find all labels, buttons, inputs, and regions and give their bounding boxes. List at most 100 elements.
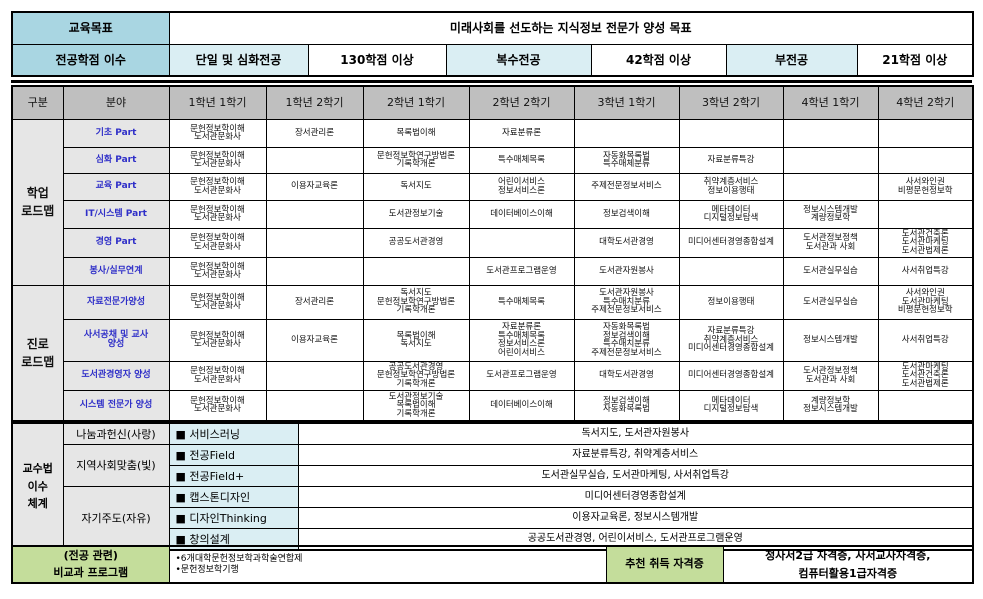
course-cell: 문헌정보학이해 도서관문화사 — [168, 284, 267, 320]
course-cell: 미디어센터경영종합설계 — [678, 360, 784, 391]
course-cell: 대학도서관경영 — [573, 360, 680, 391]
field-label: 사서공채 및 교사 양성 — [62, 318, 170, 362]
course-cell: 문헌정보학이해 도서관문화사 — [168, 118, 267, 148]
course-cell: 메타데이터 디지털정보탐색 — [678, 389, 784, 422]
teaching-method: ■ 전공Field — [168, 444, 299, 466]
course-cell: 정보검색이해 — [573, 199, 680, 229]
course-cell — [573, 118, 680, 148]
course-cell: 자료분류론 — [468, 118, 575, 148]
group-label: 진로 로드맵 — [11, 284, 64, 422]
course-cell: 도서관실무실습 — [782, 256, 879, 286]
course-cell: 미디어센터경영종합설계 — [678, 227, 784, 258]
table-row: 진로 로드맵 자료전문가양성 문헌정보학이해 도서관문화사 장서관리론 독서지도 문헌정… — [11, 284, 974, 422]
teaching-row: 교수법 이수 체계 나눔과헌신(사랑) ■ 서비스러닝 독서지도, 도서관자원봉사 — [11, 422, 974, 551]
course-cell — [782, 118, 879, 148]
course-cell — [877, 146, 974, 174]
summary-table: 교육목표 미래사회를 선도하는 지식정보 전문가 양성 목표 전공학점 이수 단… — [11, 11, 975, 77]
teaching-method-table: 교수법 이수 체계 나눔과헌신(사랑) ■ 서비스러닝 독서지도, 도서관자원봉사 지역… — [11, 422, 974, 551]
column-header: 3학년 1학기 — [573, 85, 680, 120]
extracurricular-table: (전공 관련) 비교과 프로그램 •6개대학문헌정보학과학술연합제 •문헌정보학기… — [11, 545, 974, 585]
field-label: 심화 Part — [62, 146, 170, 174]
field-label: 경영 Part — [62, 227, 170, 258]
course-cell: 도서관정보기술 — [362, 199, 470, 229]
course-cell: 특수매체목록 — [468, 146, 575, 174]
field-label: 자료전문가양성 — [62, 284, 170, 320]
course-cell: 도서관건축론 도서관마케팅 도서관법제론 — [877, 227, 974, 258]
cert-list: 정사서2급 자격증, 사서교사자격증, 컴퓨터활용1급자격증 — [722, 545, 974, 584]
course-cell — [265, 360, 364, 391]
course-cell: 취약계층서비스 정보이용행태 — [678, 172, 784, 201]
goal-text: 미래사회를 선도하는 지식정보 전문가 양성 목표 — [168, 11, 974, 45]
double-major-label: 복수전공 — [445, 43, 592, 77]
teaching-courses: 독서지도, 도서관자원봉사 — [297, 422, 974, 445]
teaching-courses: 자료분류특강, 취약계층서비스 — [297, 444, 974, 466]
course-cell: 자동화목록법 정보검색이해 특수매치분류 주제전문정보서비스 — [573, 318, 680, 362]
course-cell: 문헌정보학이해 도서관문화사 — [168, 227, 267, 258]
teaching-row: ■ 디자인Thinking 이용자교육론, 정보시스템개발 — [12, 507, 974, 529]
course-cell — [678, 118, 784, 148]
table-row: 학업 로드맵 기초 Part 문헌정보학이해 도서관문화사 장서관리론 목록법이해 자료분… — [11, 118, 974, 286]
course-cell — [362, 256, 470, 286]
course-cell: 문헌정보학이해 도서관문화사 — [168, 172, 267, 201]
course-cell: 정보시스템개발 계량정보학 — [782, 199, 879, 229]
course-cell — [877, 118, 974, 148]
single-major-credits: 130학점 이상 — [307, 43, 447, 77]
course-cell — [265, 146, 364, 174]
course-cell: 문헌정보학이해 도서관문화사 — [168, 318, 267, 362]
course-cell: 장서관리론 — [265, 118, 364, 148]
course-cell: 사서취업특강 — [877, 318, 974, 362]
course-cell: 문헌정보학이해 도서관문화사 — [168, 199, 267, 229]
roadmap-table: 구분 분야 1학년 1학기 1학년 2학기 2학년 1학기 2학년 2학기 3학년 1학기 3… — [11, 85, 974, 422]
course-cell: 사서와인권 도서관마케팅 비평문헌정보학 — [877, 284, 974, 320]
course-cell: 도서관자원봉사 — [573, 256, 680, 286]
course-cell: 목록법이해 — [362, 118, 470, 148]
course-cell — [782, 172, 879, 201]
course-cell: 자료분류론 특수매체목록 정보서비스론 어린이서비스 — [468, 318, 575, 362]
header-row: 구분 분야 1학년 1학기 1학년 2학기 2학년 1학기 2학년 2학기 3학년 1학기 3… — [11, 85, 974, 120]
course-cell: 문헌정보학이해 도서관문화사 — [168, 389, 267, 422]
course-cell: 문헌정보학연구방법론 기록학개론 — [362, 146, 470, 174]
table-row: IT/시스템 Part 문헌정보학이해 도서관문화사 도서관정보기술 데이터베이스이해… — [12, 199, 974, 229]
course-cell: 이용자교육론 — [265, 318, 364, 362]
column-header: 분야 — [62, 85, 170, 120]
column-header: 1학년 1학기 — [168, 85, 267, 120]
course-cell: 도서관실무실습 — [782, 284, 879, 320]
course-cell: 도서관정보정책 도서관과 사회 — [782, 360, 879, 391]
minor-credits: 21학점 이상 — [856, 43, 974, 77]
course-cell: 정보시스템개발 — [782, 318, 879, 362]
course-cell — [265, 256, 364, 286]
goal-label: 교육목표 — [11, 11, 170, 45]
course-cell: 장서관리론 — [265, 284, 364, 320]
course-cell: 도서관정보정책 도서관과 사회 — [782, 227, 879, 258]
column-header: 2학년 1학기 — [362, 85, 470, 120]
teaching-group: 자기주도(자유) — [62, 486, 170, 551]
field-label: 도서관경영자 양성 — [62, 360, 170, 391]
course-cell: 도서관프로그램운영 — [468, 360, 575, 391]
divider — [11, 80, 972, 83]
course-cell: 특수매체목록 — [468, 284, 575, 320]
course-cell: 독서지도 — [362, 172, 470, 201]
teaching-courses: 이용자교육론, 정보시스템개발 — [297, 507, 974, 529]
field-label: 기초 Part — [62, 118, 170, 148]
table-row: 경영 Part 문헌정보학이해 도서관문화사 공공도서관경영 대학도서관경영 미디어센터… — [12, 227, 974, 258]
table-row: 사서공채 및 교사 양성 문헌정보학이해 도서관문화사 이용자교육론 목록법이해 독서… — [12, 318, 974, 362]
course-cell — [265, 227, 364, 258]
course-cell — [678, 256, 784, 286]
course-cell: 자료분류특강 — [678, 146, 784, 174]
course-cell — [265, 389, 364, 422]
course-cell: 데이터베이스이해 — [468, 389, 575, 422]
course-cell: 도서관정보기술 목록법이해 기록학개론 — [362, 389, 470, 422]
course-cell: 목록법이해 독서지도 — [362, 318, 470, 362]
teaching-method: ■ 서비스러닝 — [168, 422, 299, 445]
column-header: 4학년 2학기 — [877, 85, 974, 120]
course-cell: 주제전문정보서비스 — [573, 172, 680, 201]
table-row: 시스템 전문가 양성 문헌정보학이해 도서관문화사 도서관정보기술 목록법이해 기록… — [12, 389, 974, 422]
course-cell: 공공도서관경영 문헌정보학연구방법론 기록학개론 — [362, 360, 470, 391]
course-cell: 정보이용행태 — [678, 284, 784, 320]
course-cell — [468, 227, 575, 258]
course-cell: 문헌정보학이해 도서관문화사 — [168, 256, 267, 286]
course-cell: 자동화목록법 특수매체분류 — [573, 146, 680, 174]
column-header: 구분 — [11, 85, 64, 120]
course-cell — [877, 199, 974, 229]
course-cell — [782, 146, 879, 174]
